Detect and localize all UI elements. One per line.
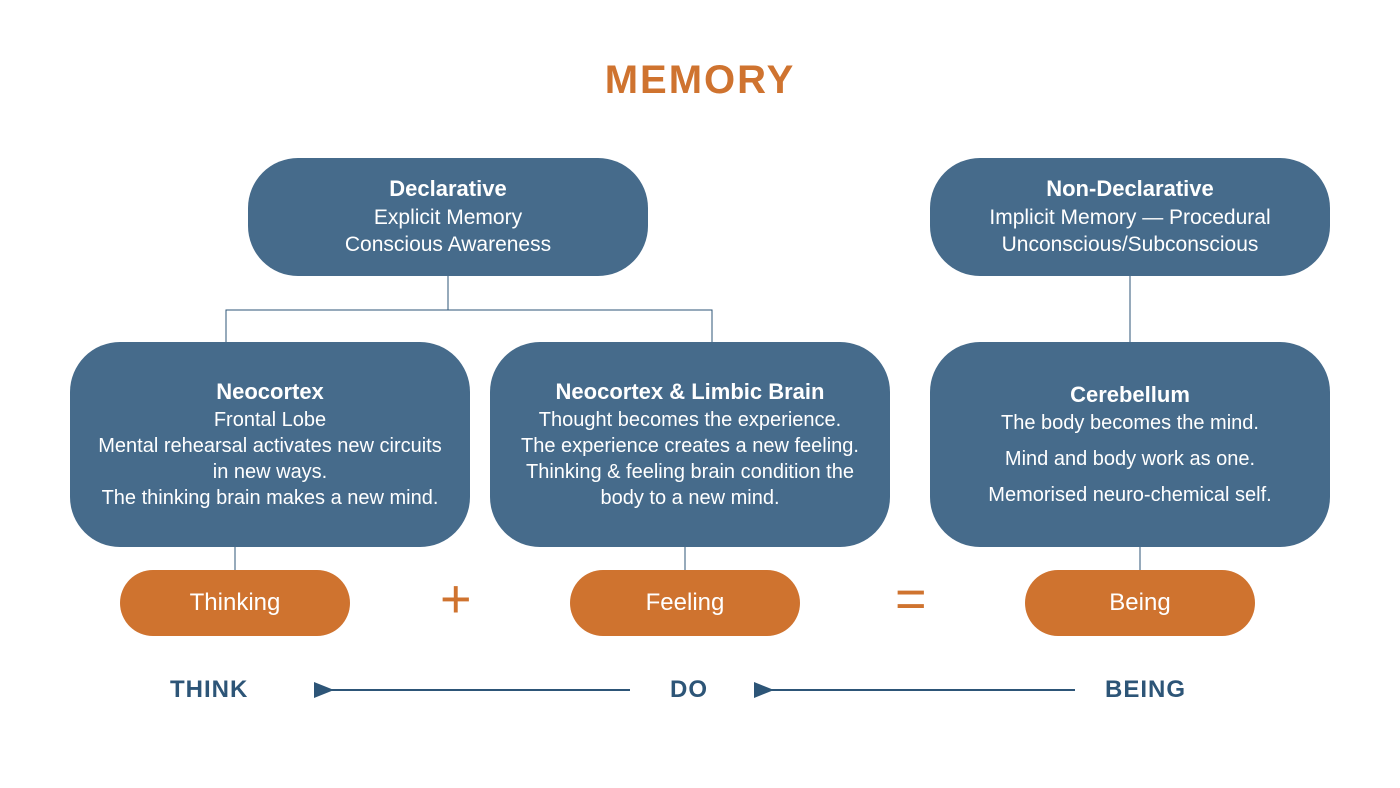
node-declarative: DeclarativeExplicit MemoryConscious Awar… xyxy=(248,158,648,276)
label-think: THINK xyxy=(170,676,248,704)
node-body-line: The thinking brain makes a new mind. xyxy=(102,485,439,511)
node-heading: Declarative xyxy=(389,175,506,204)
node-body-line: Mental rehearsal activates new circuits … xyxy=(92,433,448,485)
node-body-line: Thinking & feeling brain condition the b… xyxy=(512,459,868,511)
node-heading: Neocortex & Limbic Brain xyxy=(556,378,825,407)
operator-equals: = xyxy=(895,572,927,626)
node-body-line: Explicit Memory xyxy=(374,204,522,231)
node-body-line: Conscious Awareness xyxy=(345,231,551,258)
tree-edge xyxy=(226,276,448,342)
node-neocortex-limbic: Neocortex & Limbic BrainThought becomes … xyxy=(490,342,890,547)
label-do: DO xyxy=(670,676,708,704)
node-neocortex: NeocortexFrontal LobeMental rehearsal ac… xyxy=(70,342,470,547)
node-heading: Cerebellum xyxy=(1070,381,1190,410)
node-body-line: Unconscious/Subconscious xyxy=(1002,231,1259,258)
pill-feeling: Feeling xyxy=(570,570,800,636)
node-body-line xyxy=(1127,472,1133,482)
operator-plus: + xyxy=(440,572,472,626)
page-title: MEMORY xyxy=(0,58,1400,103)
node-cerebellum: CerebellumThe body becomes the mind. Min… xyxy=(930,342,1330,547)
node-body-line: Implicit Memory — Procedural xyxy=(989,204,1270,231)
node-body-line xyxy=(1127,436,1133,446)
pill-being: Being xyxy=(1025,570,1255,636)
node-nondeclarative: Non-DeclarativeImplicit Memory — Procedu… xyxy=(930,158,1330,276)
pill-thinking: Thinking xyxy=(120,570,350,636)
label-being: BEING xyxy=(1105,676,1186,704)
node-body-line: The experience creates a new feeling. xyxy=(521,433,859,459)
pill-being-label: Being xyxy=(1109,587,1170,618)
node-heading: Neocortex xyxy=(216,378,324,407)
tree-edge xyxy=(448,276,712,342)
node-heading: Non-Declarative xyxy=(1046,175,1214,204)
pill-thinking-label: Thinking xyxy=(190,587,281,618)
pill-feeling-label: Feeling xyxy=(646,587,725,618)
node-body-line: Thought becomes the experience. xyxy=(539,407,841,433)
node-body-line: Memorised neuro-chemical self. xyxy=(988,482,1271,508)
node-body-line: Frontal Lobe xyxy=(214,407,326,433)
